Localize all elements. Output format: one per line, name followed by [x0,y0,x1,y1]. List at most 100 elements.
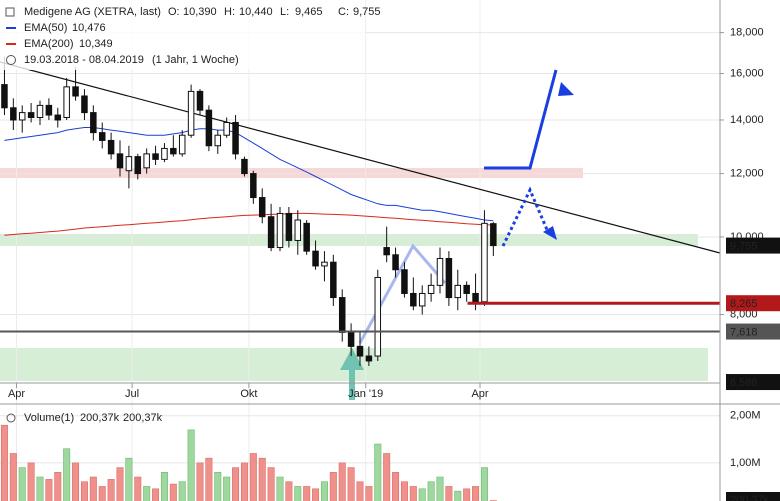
candle-body [152,153,159,160]
candle-body [98,132,106,141]
legend-label: EMA(200) [24,38,74,50]
volume-bar [267,467,275,501]
volume-bar [232,467,240,501]
y-tick-label: 14,000 [730,114,764,126]
volume-bar [178,481,186,501]
volume-bar [303,486,311,501]
volume-bar [258,457,266,501]
candle-body [232,121,239,155]
candle-body [27,112,35,119]
target-arrow [484,69,558,170]
volume-ma: 200,37k [123,412,163,424]
candle-body [241,158,248,175]
candle-body [223,121,230,136]
volume-bar [249,453,257,501]
candle-body [401,269,408,294]
annotations [0,168,708,381]
price-marker [726,295,780,312]
volume-bar [9,453,17,501]
ohlc-value: 10,440 [239,6,273,18]
volume-bar [223,476,231,501]
candle-body [178,134,186,155]
ohlc-value: 9,465 [295,6,323,18]
volume-bar [463,488,471,501]
volume-bar [320,481,328,501]
volume-bar [89,476,97,501]
x-tick-label: Okt [240,388,257,400]
volume-bar [294,486,302,501]
volume-bar [143,486,151,501]
candle-body [81,95,88,114]
candle-body [454,284,462,299]
candle-body [107,139,115,155]
candle-body [392,254,399,271]
volume-bar [187,429,195,501]
candle-body [161,147,168,160]
volume-bar [418,488,426,501]
volume-bar [445,486,453,501]
legend-label: EMA(50) [24,22,67,34]
volume-bar [400,481,408,501]
candle-body [410,292,417,307]
legend-value: 10,349 [79,38,113,50]
icon [5,7,15,17]
candle-body [45,104,53,116]
arrow-head [543,226,557,240]
candle-body [312,250,319,267]
x-tick-label: Apr [8,388,25,400]
period: (1 Jahr, 1 Woche) [152,54,239,66]
volume-bar [205,457,213,501]
volume-label: Volume(1) [24,412,74,424]
volume-bar [454,490,462,501]
volume-bar [472,486,480,501]
ohlc-key: H: [224,6,235,18]
ohlc-key: O: [168,6,180,18]
volume-bar [240,462,248,501]
header-bg [0,0,365,70]
up-arrow-head [340,348,364,370]
volume-bar [392,472,400,501]
volume-bar [285,481,293,501]
price-marker-label: 9,755 [730,240,758,252]
candle-body [250,173,257,199]
ohlc-value: 9,755 [353,6,381,18]
x-tick-label: Jan '19 [348,388,383,400]
candle-body [258,197,266,218]
volume-bar [347,467,355,501]
candle-body [54,114,62,121]
date-range: 19.03.2018 - 08.04.2019 [24,54,144,66]
arrow-head [558,82,574,96]
candle-body [294,219,302,241]
candle-body [63,86,70,119]
y-tick-label: 12,000 [730,167,764,179]
volume-bar [365,486,373,501]
price-marker [726,323,780,340]
volume-bar [72,462,80,501]
candle-body [436,257,444,286]
volume-bar [374,443,382,501]
candle-body [18,112,26,121]
price-marker [726,374,780,391]
candle-body [125,156,133,172]
candle-body [463,284,470,294]
candle-body [214,134,222,147]
volume-bar [383,453,391,501]
candle-body [356,345,364,357]
volume-bar [98,486,106,501]
candle-body [267,216,275,249]
candle-body [36,104,44,119]
alt-arrow [501,186,550,247]
header: Medigene AG (XETRA, last) O: 10,390 H: 10,4… [0,0,381,70]
volume-bar [36,476,44,501]
volume-bar [196,462,204,501]
ohlc-key: L: [280,6,289,18]
volume-bar [45,479,53,501]
volume-bar [80,481,88,501]
price-marker-label: 7,618 [730,326,758,338]
candle-body [330,261,337,299]
y-tick-label: 18,000 [730,27,764,39]
volume-bar [356,481,364,501]
candle-body [1,84,8,109]
candle-body [418,292,426,307]
volume-bar [409,486,417,501]
